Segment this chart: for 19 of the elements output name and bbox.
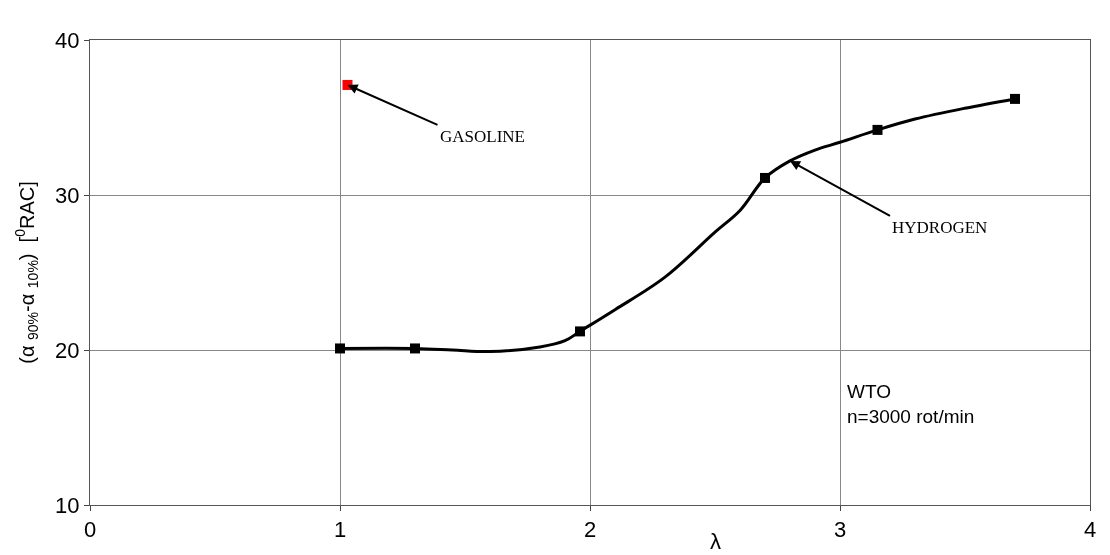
y-tick-label: 40	[55, 27, 80, 53]
y-tick-label: 30	[55, 182, 80, 208]
x-tick-label: 2	[583, 517, 597, 543]
point	[1010, 93, 1020, 104]
x-tick-label: 4	[1083, 517, 1097, 543]
x-tick-label: 1	[333, 517, 347, 543]
annotation: GASOLINE	[440, 127, 525, 146]
x-axis-title: λ	[710, 529, 721, 554]
point	[760, 172, 770, 183]
point	[410, 343, 420, 354]
annotation: WTO n=3000 rot/min	[847, 381, 975, 427]
y-tick-label: 20	[55, 337, 80, 363]
x-tick-label: 0	[83, 517, 97, 543]
point	[575, 326, 585, 337]
y-tick-label: 10	[55, 492, 80, 518]
annotation: HYDROGEN	[892, 218, 988, 237]
point	[335, 343, 345, 354]
x-tick-label: 3	[833, 517, 847, 543]
point	[872, 124, 883, 135]
